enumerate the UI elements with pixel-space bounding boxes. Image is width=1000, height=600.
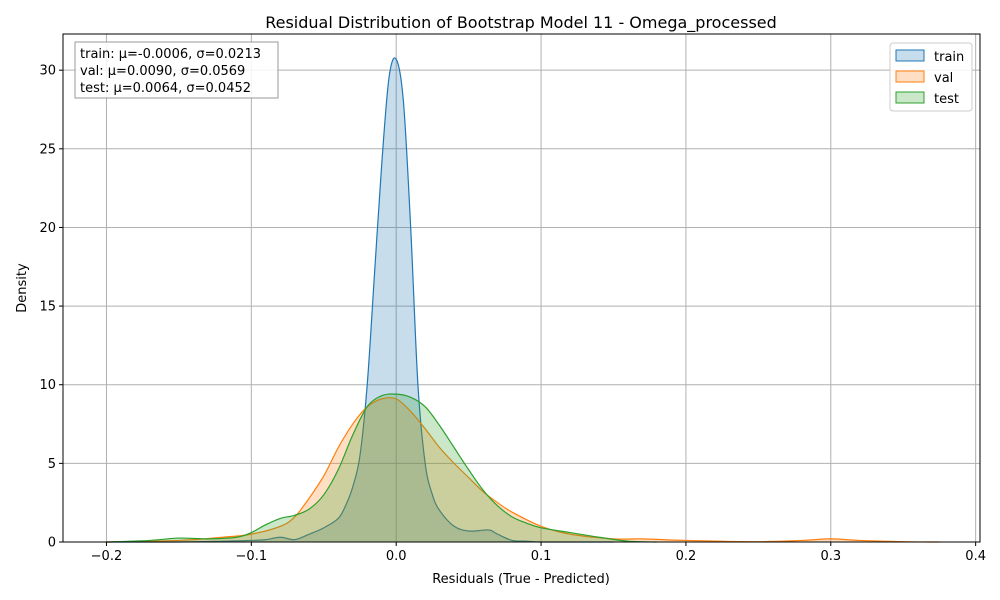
stats-box-background (74, 41, 279, 99)
legend-label-test: test (934, 92, 959, 107)
y-tick-label: 25 (39, 142, 56, 157)
x-tick-label: 0.1 (531, 549, 552, 564)
x-tick-label: 0.3 (820, 549, 841, 564)
y-tick-label: 15 (39, 300, 56, 315)
x-axis-ticks: −0.2 −0.1 0.0 0.1 0.2 0.3 0.4 (91, 542, 986, 564)
y-tick-label: 5 (48, 457, 56, 472)
plot-frame (62, 33, 981, 543)
chart-title: Residual Distribution of Bootstrap Model… (265, 13, 777, 33)
x-tick-label: −0.1 (236, 549, 268, 564)
y-tick-label: 30 (39, 64, 56, 79)
x-axis-label: Residuals (True - Predicted) (432, 572, 610, 587)
y-tick-label: 20 (39, 221, 56, 236)
y-tick-label: 10 (39, 378, 56, 393)
legend-background (889, 42, 973, 112)
legend-swatch-train (895, 49, 925, 62)
y-axis-label: Density (15, 263, 30, 313)
x-tick-label: 0.0 (386, 549, 407, 564)
stats-line-test: test: μ=0.0064, σ=0.0452 (80, 81, 251, 96)
density-fill-val (106, 397, 940, 542)
legend-swatch-val (895, 70, 925, 83)
density-fill-test (106, 393, 657, 542)
legend-label-train: train (934, 50, 964, 65)
legend: train val test (889, 42, 973, 112)
density-line-test (106, 393, 657, 543)
density-line-train (106, 57, 614, 543)
legend-label-val: val (934, 71, 953, 86)
x-tick-label: 0.4 (965, 549, 986, 564)
y-tick-label: 0 (48, 536, 56, 551)
x-tick-label: 0.2 (676, 549, 697, 564)
legend-swatch-test (895, 91, 925, 104)
x-tick-label: −0.2 (91, 549, 123, 564)
stats-box: train: μ=-0.0006, σ=0.0213 val: μ=0.0090… (74, 41, 279, 99)
stats-line-train: train: μ=-0.0006, σ=0.0213 (80, 47, 261, 62)
stats-line-val: val: μ=0.0090, σ=0.0569 (80, 64, 245, 79)
y-axis-ticks: 0 5 10 15 20 25 30 (39, 64, 63, 551)
